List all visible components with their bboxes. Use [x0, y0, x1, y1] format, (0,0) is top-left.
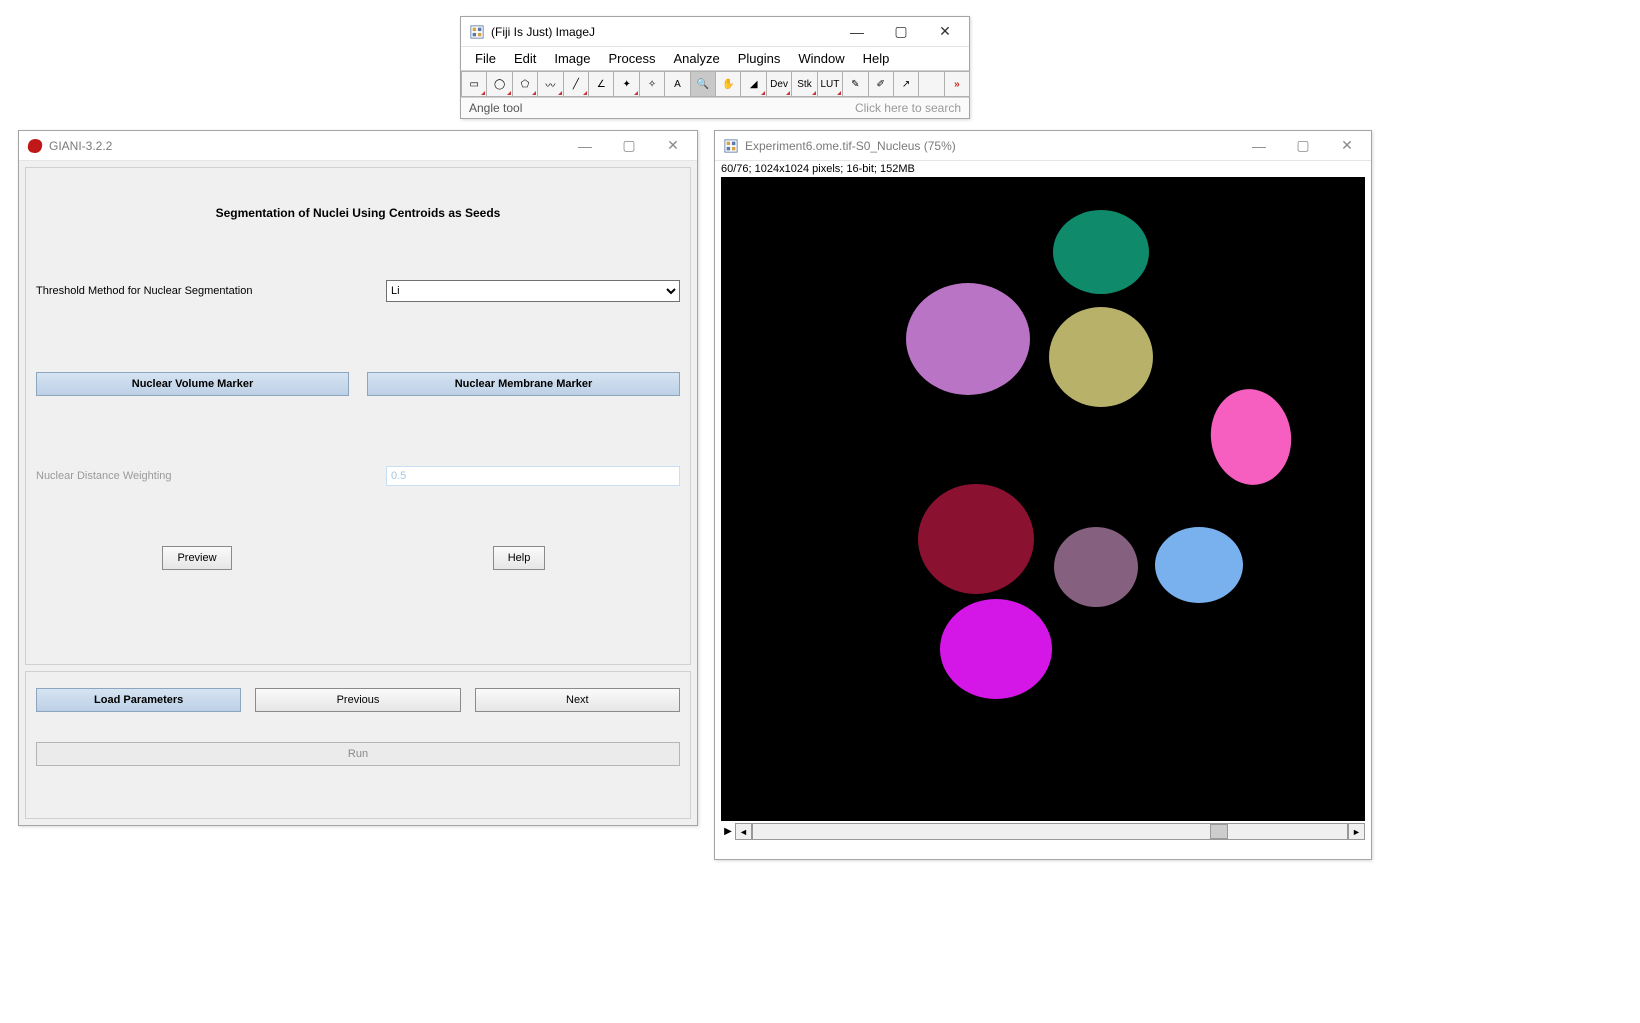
scroll-track[interactable]: [752, 823, 1348, 840]
imagej-icon: [469, 24, 485, 40]
stk-tool[interactable]: Stk: [791, 71, 817, 97]
distance-input: [386, 466, 680, 486]
nucleus-darkred: [918, 484, 1034, 594]
imagej-window: (Fiji Is Just) ImageJ — ▢ ✕ FileEditImag…: [460, 16, 970, 119]
imagej-menubar: FileEditImageProcessAnalyzePluginsWindow…: [461, 47, 969, 70]
preview-help-row: Preview Help: [36, 546, 680, 570]
threshold-select[interactable]: Li: [386, 280, 680, 302]
menu-image[interactable]: Image: [546, 49, 598, 68]
minimize-button[interactable]: —: [1237, 132, 1281, 160]
flood-tool[interactable]: ✐: [868, 71, 894, 97]
wand-tool[interactable]: ✧: [639, 71, 665, 97]
menu-analyze[interactable]: Analyze: [665, 49, 727, 68]
threshold-row: Threshold Method for Nuclear Segmentatio…: [36, 280, 680, 302]
oval-tool[interactable]: ◯: [486, 71, 512, 97]
giani-heading: Segmentation of Nuclei Using Centroids a…: [36, 206, 680, 220]
scroll-thumb[interactable]: [1210, 824, 1228, 839]
nucleus-teal: [1053, 210, 1149, 294]
menu-file[interactable]: File: [467, 49, 504, 68]
maximize-button[interactable]: ▢: [607, 132, 651, 160]
spacer-tool[interactable]: [918, 71, 944, 97]
imagej-toolbar: ▭◯⬠〰╱∠✦✧A🔍✋◢DevStkLUT✎✐↗ »: [461, 70, 969, 98]
point-tool[interactable]: ✦: [613, 71, 639, 97]
rectangle-tool[interactable]: ▭: [461, 71, 487, 97]
minimize-button[interactable]: —: [563, 132, 607, 160]
giani-window: GIANI-3.2.2 — ▢ ✕ Segmentation of Nuclei…: [18, 130, 698, 826]
imagej-title: (Fiji Is Just) ImageJ: [491, 25, 835, 39]
brush-tool[interactable]: ✎: [842, 71, 868, 97]
giani-nav-panel: Load Parameters Previous Next Run: [25, 671, 691, 819]
tab-volume-marker[interactable]: Nuclear Volume Marker: [36, 372, 349, 396]
image-canvas[interactable]: [721, 177, 1365, 821]
nucleus-blue: [1155, 527, 1243, 603]
nucleus-magenta: [940, 599, 1052, 699]
polygon-tool[interactable]: ⬠: [512, 71, 538, 97]
giani-icon: [27, 138, 43, 154]
distance-weighting-row: Nuclear Distance Weighting: [36, 466, 680, 486]
nucleus-pink: [1205, 384, 1298, 490]
scroll-right-icon[interactable]: ►: [1348, 823, 1365, 840]
zoom-tool[interactable]: 🔍: [690, 71, 716, 97]
close-button[interactable]: ✕: [651, 132, 695, 160]
arrow-tool[interactable]: ↗: [893, 71, 919, 97]
imagej-statusbar: Angle tool Click here to search: [461, 98, 969, 118]
nucleus-mauve: [1054, 527, 1138, 607]
threshold-label: Threshold Method for Nuclear Segmentatio…: [36, 285, 386, 297]
nucleus-lilac: [906, 283, 1030, 395]
tab-membrane-marker[interactable]: Nuclear Membrane Marker: [367, 372, 680, 396]
previous-button[interactable]: Previous: [255, 688, 460, 712]
minimize-button[interactable]: —: [835, 18, 879, 46]
menu-help[interactable]: Help: [855, 49, 898, 68]
run-button: Run: [36, 742, 680, 766]
status-search[interactable]: Click here to search: [855, 101, 961, 115]
close-button[interactable]: ✕: [1325, 132, 1369, 160]
play-icon[interactable]: ▶: [721, 826, 735, 837]
color-picker-tool[interactable]: ◢: [740, 71, 766, 97]
angle-tool[interactable]: ∠: [588, 71, 614, 97]
giani-main-panel: Segmentation of Nuclei Using Centroids a…: [25, 167, 691, 665]
menu-window[interactable]: Window: [790, 49, 852, 68]
image-titlebar[interactable]: Experiment6.ome.tif-S0_Nucleus (75%) — ▢…: [715, 131, 1371, 161]
giani-content: Segmentation of Nuclei Using Centroids a…: [19, 161, 697, 825]
image-title: Experiment6.ome.tif-S0_Nucleus (75%): [745, 139, 1237, 153]
text-tool[interactable]: A: [664, 71, 690, 97]
lut-tool[interactable]: LUT: [817, 71, 843, 97]
load-parameters-button[interactable]: Load Parameters: [36, 688, 241, 712]
nav-row: Load Parameters Previous Next: [36, 688, 680, 712]
distance-label: Nuclear Distance Weighting: [36, 470, 386, 482]
slice-scrollbar[interactable]: ▶ ◄ ►: [721, 823, 1365, 840]
hand-tool[interactable]: ✋: [715, 71, 741, 97]
preview-button[interactable]: Preview: [162, 546, 231, 570]
image-meta: 60/76; 1024x1024 pixels; 16-bit; 152MB: [715, 161, 1371, 177]
menu-process[interactable]: Process: [601, 49, 664, 68]
menu-edit[interactable]: Edit: [506, 49, 544, 68]
marker-tabs: Nuclear Volume Marker Nuclear Membrane M…: [36, 372, 680, 396]
dev-tool[interactable]: Dev: [766, 71, 792, 97]
giani-titlebar[interactable]: GIANI-3.2.2 — ▢ ✕: [19, 131, 697, 161]
maximize-button[interactable]: ▢: [1281, 132, 1325, 160]
freehand-tool[interactable]: 〰: [537, 71, 563, 97]
image-window: Experiment6.ome.tif-S0_Nucleus (75%) — ▢…: [714, 130, 1372, 860]
help-button[interactable]: Help: [493, 546, 546, 570]
scroll-left-icon[interactable]: ◄: [735, 823, 752, 840]
giani-title: GIANI-3.2.2: [49, 139, 563, 153]
imagej-titlebar[interactable]: (Fiji Is Just) ImageJ — ▢ ✕: [461, 17, 969, 47]
imagej-icon: [723, 138, 739, 154]
status-left: Angle tool: [469, 101, 522, 115]
more-tool[interactable]: »: [944, 71, 970, 97]
nucleus-olive: [1049, 307, 1153, 407]
close-button[interactable]: ✕: [923, 18, 967, 46]
maximize-button[interactable]: ▢: [879, 18, 923, 46]
next-button[interactable]: Next: [475, 688, 680, 712]
line-tool[interactable]: ╱: [563, 71, 589, 97]
menu-plugins[interactable]: Plugins: [730, 49, 789, 68]
